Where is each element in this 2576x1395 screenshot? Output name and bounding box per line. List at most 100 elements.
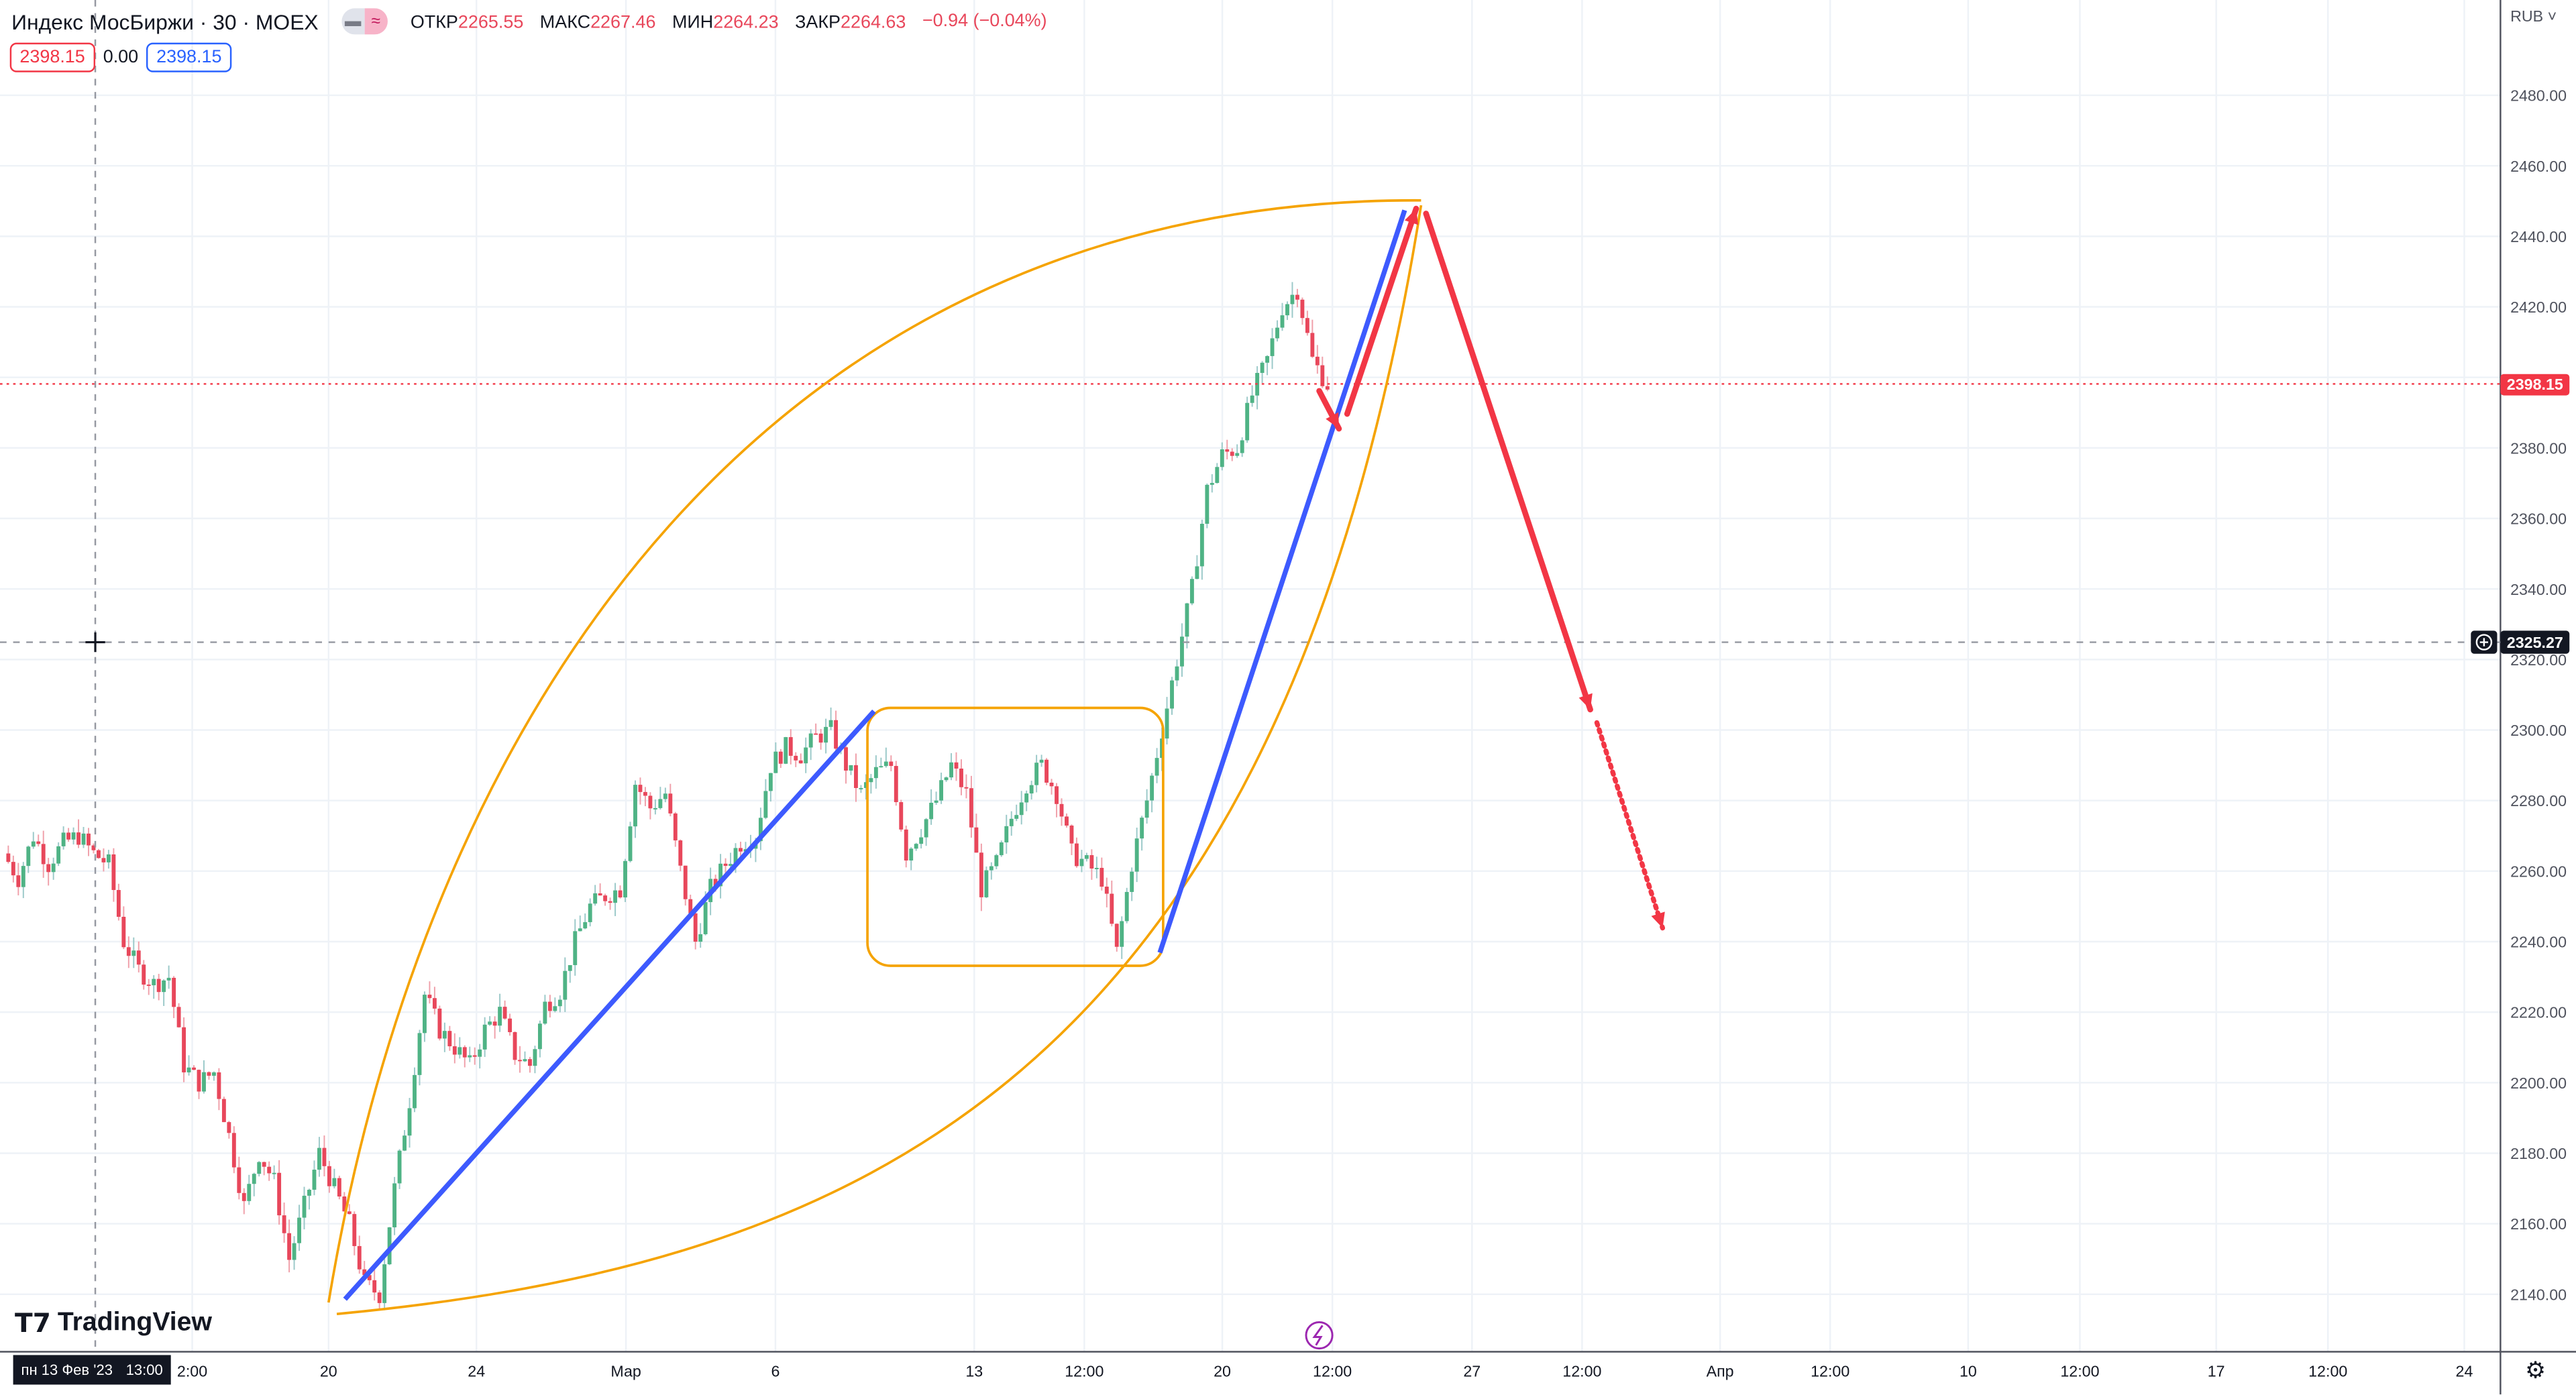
candle-body	[1124, 891, 1129, 922]
candle-body	[899, 801, 904, 830]
candle-body	[322, 1148, 327, 1166]
candle-body	[207, 1072, 211, 1076]
candle-body	[502, 1007, 507, 1019]
crosshair-date: пн 13 Фев '23	[21, 1361, 113, 1378]
quote-row: 2398.15 0.00 2398.15	[9, 42, 232, 72]
open-label: ОТКР	[410, 13, 458, 33]
buy-button[interactable]: 2398.15	[146, 42, 232, 72]
candle-body	[1215, 467, 1220, 484]
candle-body	[1059, 803, 1064, 817]
visibility-pill[interactable]: ▬ ≈	[341, 8, 388, 35]
candle-body	[798, 760, 803, 764]
candle-body	[176, 1007, 181, 1027]
candle-body	[352, 1214, 357, 1246]
tv-logo-icon: 𝗧𝟳	[15, 1310, 52, 1339]
candle-body	[76, 832, 80, 845]
candle-body	[1044, 759, 1049, 783]
time-tick-label: 13	[965, 1362, 983, 1380]
candle-body	[97, 850, 101, 858]
close-label: ЗАКР	[795, 13, 841, 33]
candle-body	[598, 893, 602, 896]
candle-body	[1114, 924, 1119, 947]
candle-body	[241, 1192, 246, 1201]
candle-body	[1250, 395, 1254, 403]
candle-body	[613, 890, 618, 903]
candle-body	[382, 1264, 387, 1303]
candle-body	[808, 733, 813, 748]
candle-body	[904, 829, 908, 861]
candle-body	[136, 950, 141, 965]
candle-body	[653, 807, 657, 810]
candle-body	[593, 893, 598, 904]
candle-body	[36, 841, 41, 844]
candle-body	[547, 1001, 552, 1011]
candle-body	[1170, 680, 1174, 709]
time-tick-label: 20	[320, 1362, 337, 1380]
close-value: 2264.63	[841, 13, 906, 33]
time-tick-label: 12:00	[1313, 1362, 1352, 1380]
candle-body	[1199, 523, 1204, 567]
candle-body	[292, 1243, 297, 1260]
tradingview-logo[interactable]: 𝗧𝟳 TradingView	[15, 1307, 212, 1340]
plus-icon	[2479, 638, 2489, 647]
sell-button[interactable]: 2398.15	[9, 42, 95, 72]
candle-body	[131, 950, 136, 956]
last-price-badge	[2500, 374, 2570, 396]
candle-body	[814, 733, 818, 735]
compare-icon[interactable]: ≈	[364, 8, 388, 35]
candle-body	[1055, 786, 1059, 804]
price-tick-label: 2220.00	[2510, 1004, 2567, 1021]
candle-body	[869, 778, 873, 783]
candle-body	[81, 833, 86, 845]
time-tick-label: 12:00	[2308, 1362, 2347, 1380]
candle-body	[417, 1033, 422, 1075]
candle-body	[1205, 484, 1210, 524]
candle-body	[844, 747, 848, 771]
candle-body	[272, 1172, 276, 1174]
candle-body	[202, 1072, 206, 1092]
arrow-down-main	[1423, 211, 1593, 713]
candle-body	[227, 1122, 231, 1133]
candle-body	[51, 863, 56, 873]
price-tick-label: 2200.00	[2510, 1074, 2567, 1092]
candle-body	[1120, 921, 1124, 947]
price-tick-label: 2140.00	[2510, 1286, 2567, 1303]
arrow-up	[1344, 205, 1419, 417]
hide-icon[interactable]: ▬	[341, 8, 365, 35]
low-label: МИН	[672, 13, 714, 33]
candle-body	[824, 726, 828, 743]
time-tick-label: 2:00	[177, 1362, 207, 1380]
price-tick-label: 2480.00	[2510, 87, 2567, 105]
candle-body	[633, 785, 637, 827]
candle-body	[1165, 708, 1169, 739]
candle-body	[658, 799, 663, 808]
candle-body	[959, 769, 963, 787]
candle-body	[257, 1162, 262, 1174]
candle-body	[462, 1047, 467, 1058]
candle-body	[528, 1059, 532, 1066]
candle-body	[1150, 775, 1155, 801]
symbol-title[interactable]: Индекс МосБиржи · 30 · MOEX	[11, 9, 319, 34]
trend-line-1	[343, 709, 876, 1301]
candle-body	[478, 1049, 482, 1057]
candle-body	[889, 761, 894, 767]
candle-body	[778, 751, 783, 764]
time-tick-label: 12:00	[2060, 1362, 2099, 1380]
candle-body	[713, 879, 718, 887]
candle-body	[452, 1046, 457, 1055]
currency-selector[interactable]: RUB ˅	[2510, 8, 2557, 27]
candle-body	[1305, 318, 1309, 333]
lightning-icon	[1312, 1325, 1324, 1346]
candle-body	[804, 747, 808, 764]
candle-body	[703, 902, 708, 934]
candle-body	[26, 846, 31, 867]
logo-text: TradingView	[57, 1308, 212, 1337]
candle-body	[472, 1055, 477, 1057]
candle-body	[729, 864, 733, 867]
settings-gear-icon[interactable]: ⚙	[2525, 1356, 2546, 1384]
candle-body	[126, 947, 131, 956]
candle-body	[518, 1060, 522, 1062]
candle-body	[488, 1021, 492, 1025]
candle-body	[563, 970, 568, 1000]
